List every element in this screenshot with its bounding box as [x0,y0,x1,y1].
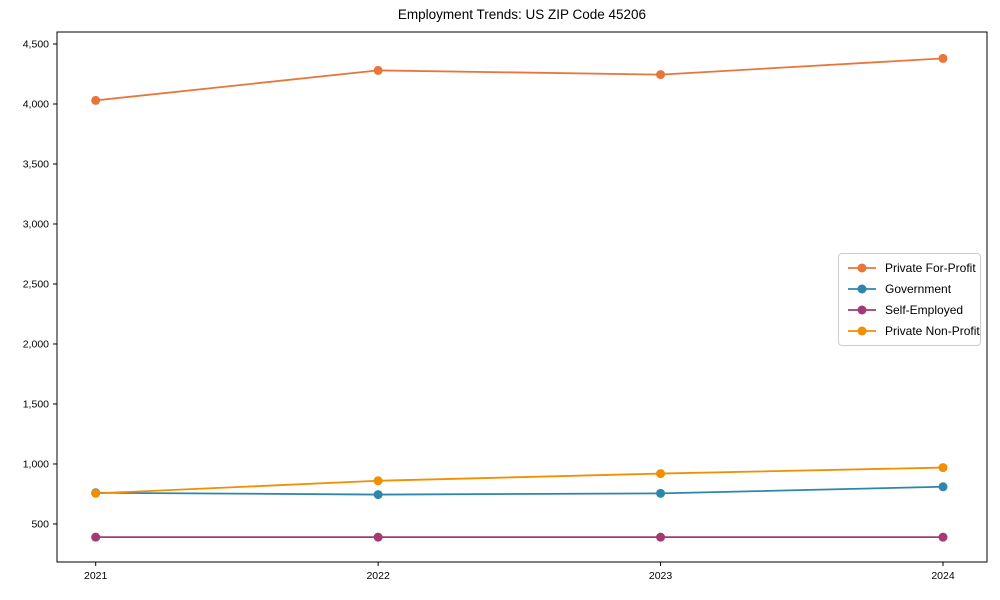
series-line-government [94,485,944,496]
legend-line-marker-icon [848,305,876,315]
data-point-government [938,482,948,492]
legend-label: Self-Employed [885,303,964,317]
legend-entry-private-non-profit: Private Non-Profit [847,322,980,340]
x-axis-tick-label: 2023 [649,570,673,582]
legend-label: Private Non-Profit [885,324,980,338]
data-point-government [656,488,666,498]
legend-entry-private-for-profit: Private For-Profit [847,259,976,277]
y-axis-tick-label: 500 [31,518,49,530]
chart-title: Employment Trends: US ZIP Code 45206 [397,7,647,22]
series-line-private-non-profit [94,466,944,495]
data-point-private-non-profit [91,488,101,498]
data-point-self-employed [373,532,383,542]
data-point-private-for-profit [373,65,383,75]
y-axis-tick-label: 3,000 [23,218,49,230]
legend-entry-self-employed: Self-Employed [847,301,972,319]
y-axis-tick-label: 3,500 [23,158,49,170]
legend-label: Government [885,282,952,296]
data-point-private-for-profit [91,95,101,105]
legend-entry-government: Government [847,280,972,298]
legend-line-marker-icon [848,263,876,273]
legend-line-marker-icon [848,284,876,294]
y-axis-tick-label: 4,000 [23,98,49,110]
axes-spines [56,31,988,563]
data-point-private-non-profit [656,469,666,479]
y-axis-tick-label: 4,500 [23,38,49,50]
data-point-self-employed [656,532,666,542]
data-point-self-employed [91,532,101,542]
series-line-private-for-profit [94,57,944,102]
x-axis-tick-label: 2021 [84,570,108,582]
data-point-government [373,490,383,500]
data-point-self-employed [938,532,948,542]
y-axis-tick-label: 1,500 [23,398,49,410]
data-point-private-for-profit [938,53,948,63]
y-axis-tick-label: 2,500 [23,278,49,290]
legend-line-marker-icon [848,326,876,336]
legend: Private For-Profit Government Self-Employe… [838,253,981,346]
x-axis-tick-label: 2022 [366,570,390,582]
data-point-private-for-profit [656,70,666,80]
x-axis-tick-label: 2024 [931,570,955,582]
data-point-private-non-profit [938,463,948,473]
y-axis-tick-label: 1,000 [23,458,49,470]
legend-label: Private For-Profit [885,261,976,275]
y-axis-tick-label: 2,000 [23,338,49,350]
data-point-private-non-profit [373,476,383,486]
